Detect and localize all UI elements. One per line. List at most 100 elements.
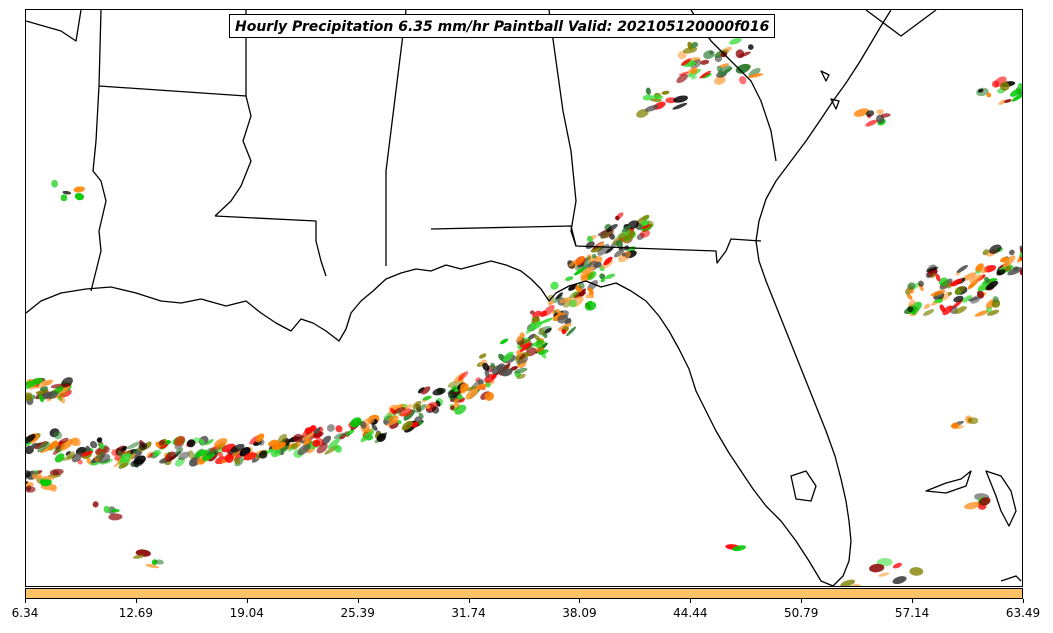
precip-blob — [718, 63, 729, 68]
precip-blob — [26, 481, 34, 488]
precip-blob — [574, 255, 585, 266]
precip-blob — [968, 297, 979, 302]
precip-blob — [53, 431, 62, 440]
precip-blob — [51, 179, 58, 188]
precip-blob — [977, 88, 984, 93]
precip-blob — [422, 395, 432, 401]
colorbar-tick — [1023, 599, 1024, 603]
colorbar-tick — [801, 599, 803, 603]
precip-blob — [206, 448, 217, 456]
precip-blob — [510, 366, 518, 371]
precip-blob — [618, 250, 631, 263]
colorbar-tick-label: 31.74 — [451, 606, 486, 620]
precip-blob — [46, 390, 58, 400]
precip-blob — [38, 394, 44, 403]
precip-blob — [641, 224, 651, 230]
precip-blob — [604, 273, 616, 280]
precip-blob — [133, 455, 146, 465]
precip-blob — [588, 287, 594, 295]
precip-blob — [457, 371, 469, 381]
precip-blob — [942, 305, 953, 316]
precip-blob — [403, 409, 416, 421]
precip-blob — [501, 368, 513, 377]
precip-blob — [923, 309, 935, 316]
map-title: Hourly Precipitation 6.35 mm/hr Paintbal… — [229, 14, 776, 38]
precip-blob — [312, 439, 321, 447]
precip-blob — [606, 224, 618, 232]
precip-blob — [532, 310, 542, 319]
precip-blob — [985, 306, 993, 313]
precip-blob — [544, 328, 552, 334]
colorbar-tick-label: 6.34 — [11, 606, 39, 620]
precip-blob — [613, 248, 625, 258]
precip-blob — [951, 422, 960, 429]
precip-blob — [961, 295, 973, 303]
precip-blob — [581, 266, 595, 274]
precip-blob — [58, 437, 69, 445]
precip-blob — [103, 505, 110, 514]
precip-blob — [908, 300, 916, 307]
precip-blob — [478, 353, 487, 359]
precip-blob — [119, 453, 132, 463]
precip-blob — [748, 67, 761, 77]
precip-blob — [538, 349, 549, 355]
precip-blob — [529, 310, 535, 315]
precip-blob — [26, 480, 28, 485]
precip-blob — [217, 451, 224, 458]
precip-blob — [516, 333, 525, 342]
precip-blob — [187, 450, 195, 459]
precip-blob — [969, 274, 983, 284]
precip-blob — [590, 234, 597, 240]
colorbar-tick — [468, 599, 470, 603]
precip-blob — [933, 298, 942, 303]
precip-blob — [621, 225, 631, 233]
precip-blob — [49, 468, 64, 476]
precip-blob — [984, 276, 990, 284]
precip-blob — [954, 306, 967, 314]
precip-blob — [255, 433, 265, 443]
precip-blob — [62, 190, 72, 195]
precip-blob — [1004, 265, 1012, 272]
precip-blob — [401, 420, 413, 431]
colorbar-tick — [246, 599, 248, 603]
precip-blob — [465, 388, 478, 400]
colorbar-tick — [690, 599, 692, 603]
precip-blob — [676, 73, 689, 84]
precip-blob — [954, 285, 965, 295]
precip-blob — [892, 562, 902, 569]
precip-blob — [397, 420, 402, 425]
precip-blob — [605, 246, 614, 254]
precip-blob — [729, 37, 742, 45]
precip-blob — [574, 267, 585, 276]
precip-blob — [291, 442, 299, 450]
precip-blob — [326, 424, 335, 432]
precip-blob — [985, 280, 999, 291]
precip-blob — [568, 283, 578, 291]
precip-blob — [1008, 249, 1015, 256]
precip-blob — [550, 281, 559, 290]
precip-blob — [393, 407, 406, 414]
precip-blob — [976, 290, 985, 299]
coastline — [26, 10, 892, 586]
precip-blob — [586, 254, 592, 259]
precip-blob — [678, 71, 689, 76]
precip-blob — [547, 301, 554, 306]
precip-blob — [636, 214, 650, 224]
precip-blob — [853, 108, 870, 117]
precip-blob — [956, 264, 968, 273]
precip-blob — [964, 502, 980, 510]
precip-blob — [333, 444, 342, 452]
precip-blob — [616, 230, 631, 239]
precip-blob — [98, 442, 105, 450]
precip-blob — [1003, 255, 1016, 268]
precip-blob — [110, 508, 120, 513]
precip-blob — [923, 303, 931, 310]
colorbar-tick — [357, 599, 359, 603]
colorbar-tick-label: 63.49 — [1005, 606, 1041, 620]
precip-blob — [978, 497, 991, 506]
precip-blob — [591, 253, 597, 259]
precip-blob — [930, 273, 937, 279]
precip-blob — [992, 296, 999, 303]
precip-blob — [327, 438, 341, 449]
precip-blob — [565, 276, 574, 281]
